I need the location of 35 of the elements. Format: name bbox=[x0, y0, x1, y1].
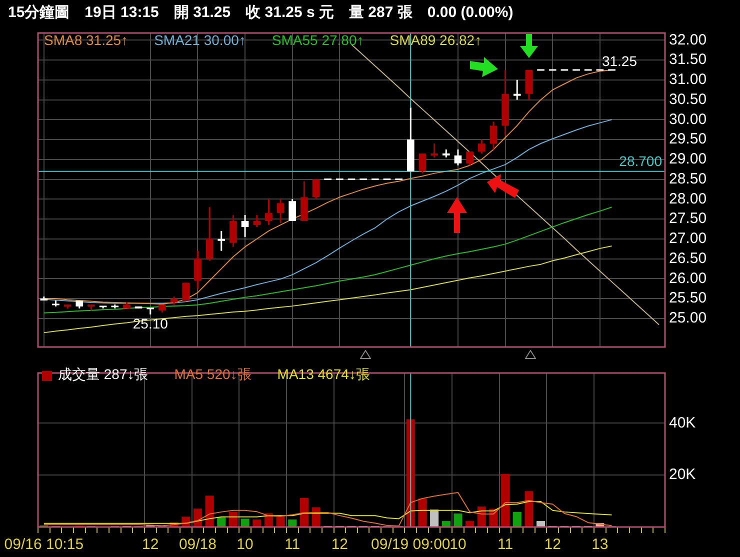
y-tick-label: 25.50 bbox=[669, 290, 707, 307]
text: SMA21 30.00↑ bbox=[153, 32, 247, 50]
y-tick-label: 29.50 bbox=[669, 130, 707, 148]
text: SMA55 27.80↑ bbox=[270, 32, 365, 50]
y-tick-label: 29.00 bbox=[669, 150, 707, 168]
y-tick-label: 31.00 bbox=[669, 71, 707, 88]
ref-line-label: 28.700 bbox=[619, 153, 662, 170]
annotation: 31.25 bbox=[602, 52, 638, 69]
y-tick-label: 25.00 bbox=[669, 310, 707, 327]
annotation: 25.10 bbox=[132, 315, 168, 332]
x-tick-label: 09/16 10:15 bbox=[4, 536, 84, 554]
y-tick-label: 30.00 bbox=[669, 110, 707, 128]
y-tick-label: 31.50 bbox=[669, 51, 707, 68]
y-tick-label: 26.00 bbox=[669, 270, 707, 287]
x-tick-label: 13 bbox=[592, 536, 608, 554]
text: SMA8 31.25↑ bbox=[43, 32, 130, 50]
x-tick-label: 12 bbox=[142, 536, 159, 554]
x-tick-label: 11 bbox=[498, 536, 514, 554]
x-tick-label: 12 bbox=[544, 536, 561, 554]
chart-title: 15分鐘圖 19日 13:15 開 31.25 收 31.25 s 元 量 287 張 0.00 (0.00%) bbox=[8, 3, 514, 22]
x-tick-label: 09/18 bbox=[178, 536, 216, 554]
x-tick-label: 10 bbox=[236, 536, 254, 554]
x-tick-label: 09/19 09:00 bbox=[371, 536, 450, 554]
y-tick-label: 27.00 bbox=[669, 230, 707, 248]
y-tick-label: 20K bbox=[669, 466, 696, 484]
x-tick-label: 12 bbox=[331, 536, 348, 554]
y-tick-label: 40K bbox=[669, 414, 696, 432]
y-tick-label: 28.00 bbox=[669, 190, 707, 208]
y-tick-label: 27.50 bbox=[669, 210, 707, 228]
y-tick-label: 32.00 bbox=[669, 31, 707, 48]
x-tick-label: 11 bbox=[284, 536, 300, 554]
y-tick-label: 28.50 bbox=[669, 170, 707, 188]
y-tick-label: 26.50 bbox=[669, 250, 707, 267]
x-tick-label: 10 bbox=[450, 536, 466, 554]
y-tick-label: 30.50 bbox=[669, 90, 707, 108]
